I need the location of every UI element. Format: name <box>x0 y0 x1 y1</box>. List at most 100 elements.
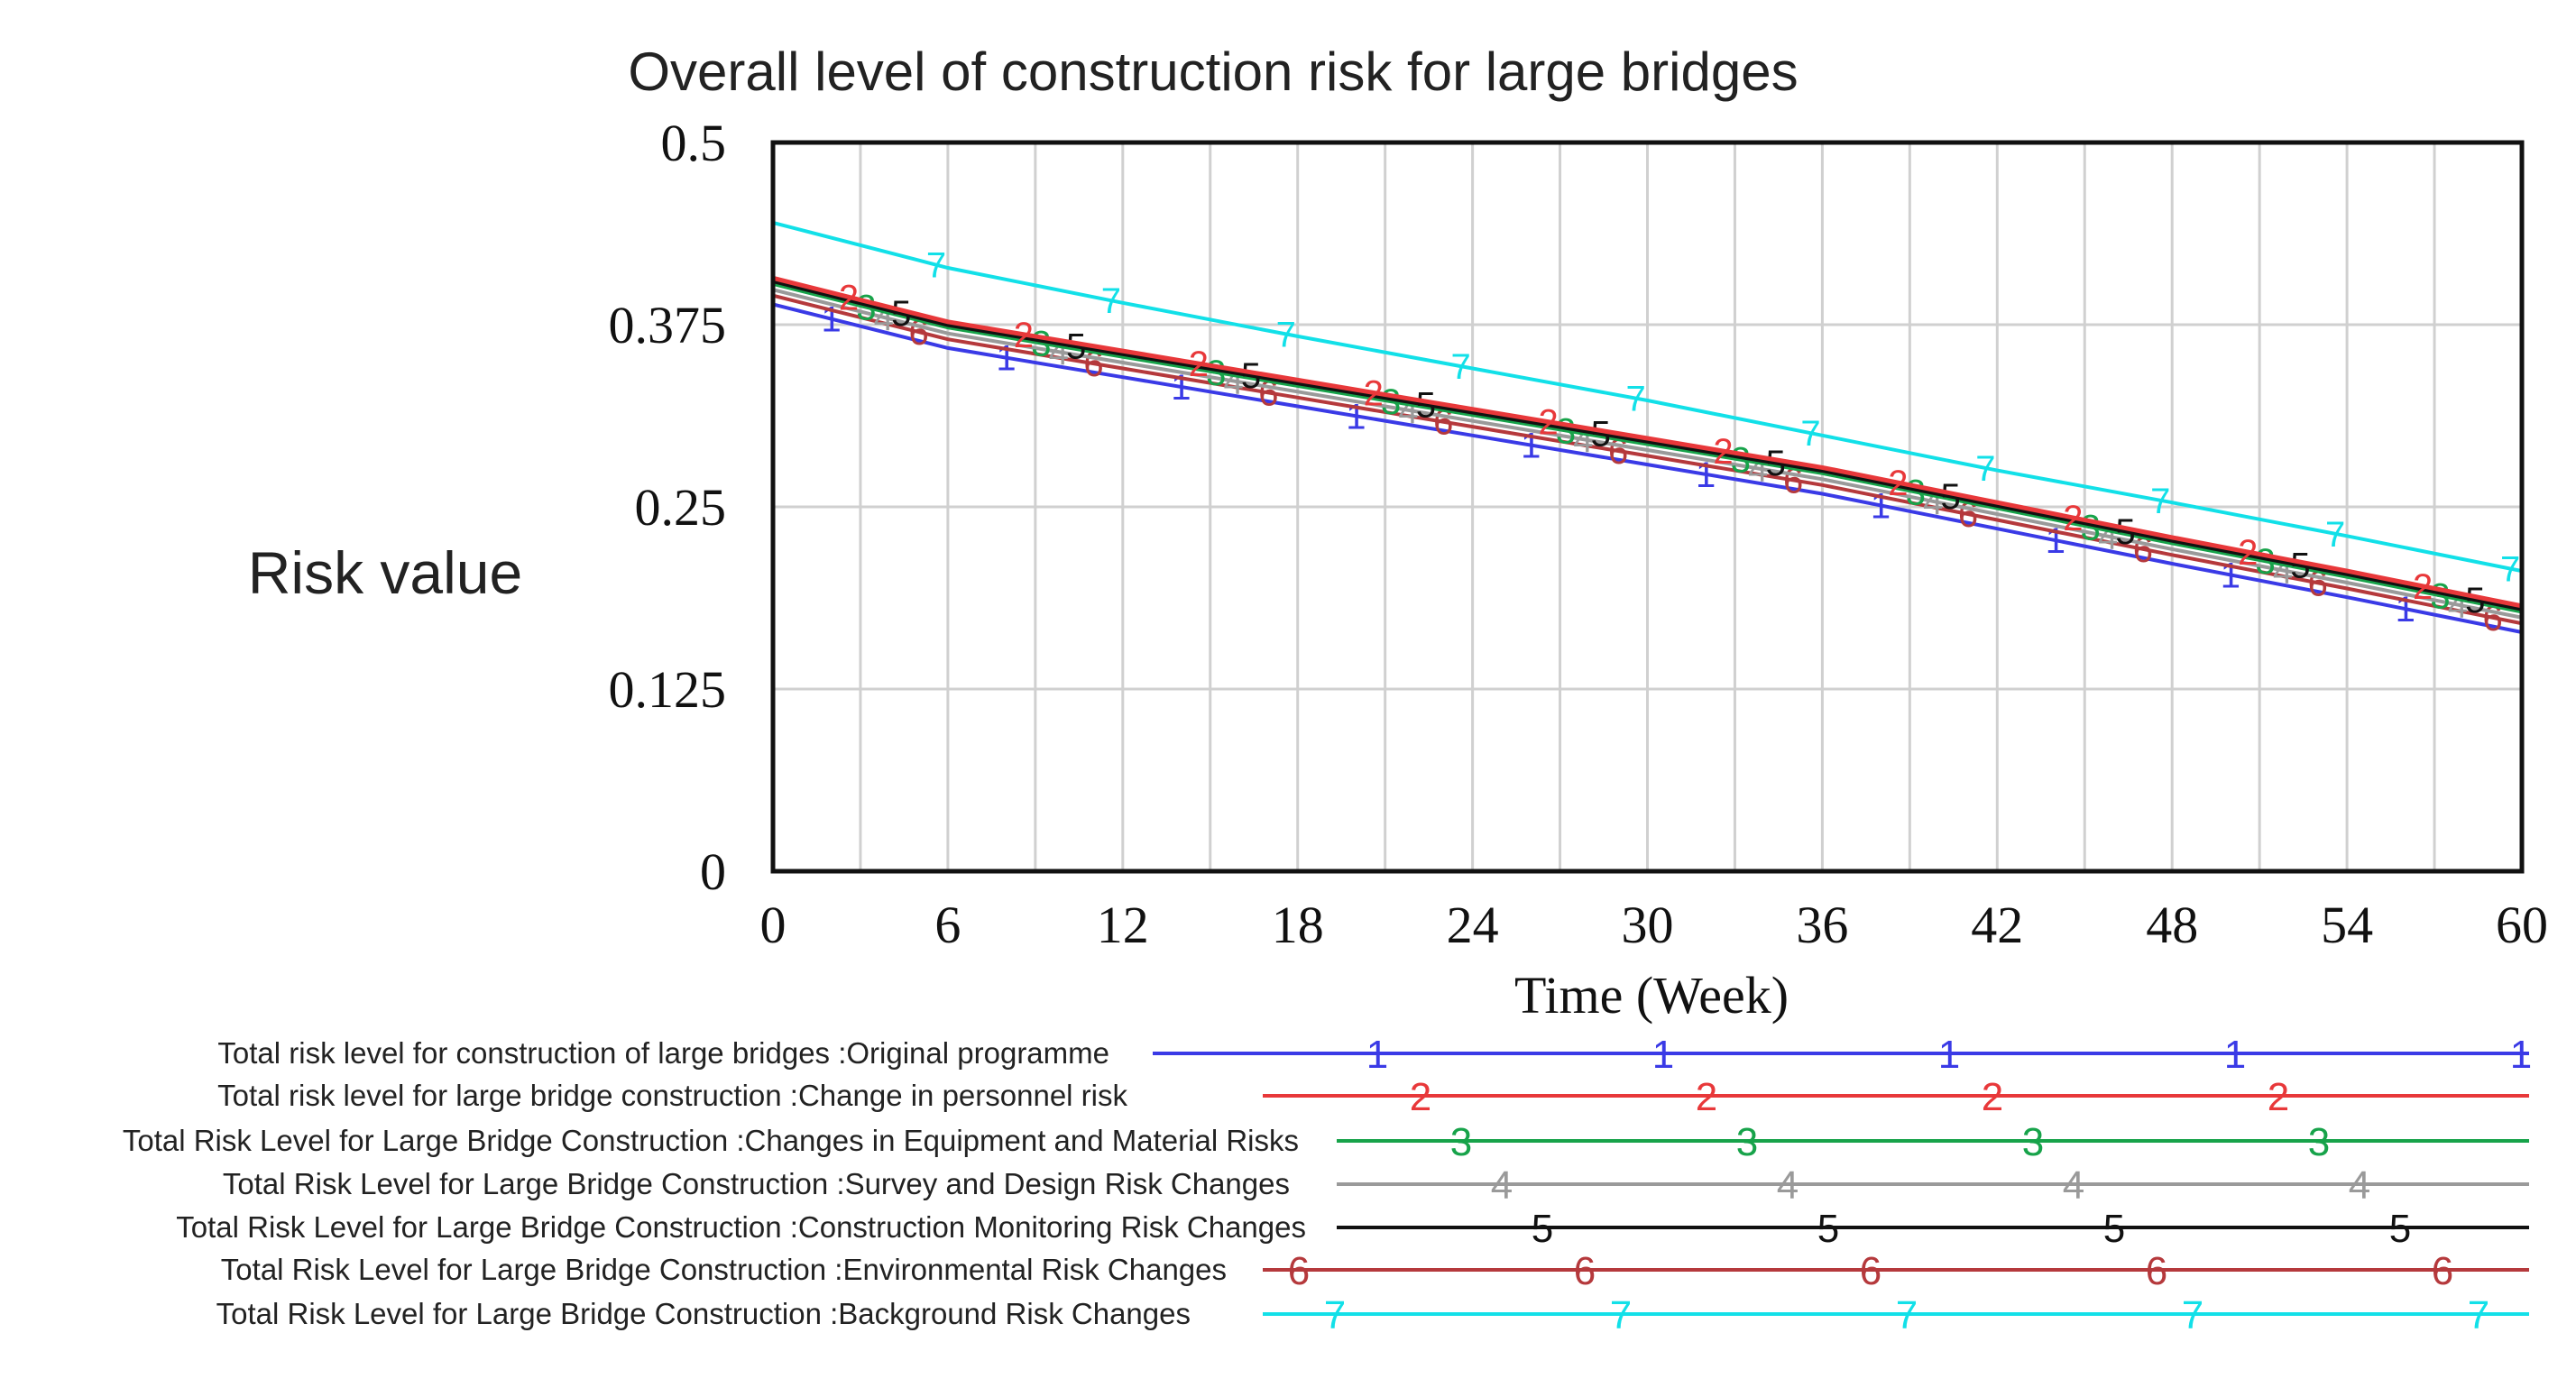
series-marker-5: 5 <box>2115 512 2135 552</box>
legend-marker-7: 7 <box>1324 1293 1346 1337</box>
legend-marker-3: 3 <box>2022 1120 2044 1164</box>
series-marker-7: 7 <box>1276 315 1296 354</box>
x-tick-label: 18 <box>1272 896 1324 954</box>
legend-marker-7: 7 <box>2182 1293 2203 1337</box>
x-tick-labels: 0 6 12 18 24 30 36 42 48 54 60 <box>760 896 2549 954</box>
x-tick-label: 0 <box>760 896 787 954</box>
series-marker-2: 2 <box>1364 373 1384 413</box>
legend-marker-2: 2 <box>1696 1075 1717 1119</box>
series-marker-6: 6 <box>1783 461 1803 501</box>
legend-marker-4: 4 <box>1777 1163 1799 1208</box>
x-tick-label: 24 <box>1447 896 1499 954</box>
series-marker-2: 2 <box>1189 345 1209 384</box>
legend-marker-1: 1 <box>2224 1033 2246 1077</box>
grid <box>773 142 2522 871</box>
legend-marker-1: 1 <box>2510 1033 2532 1077</box>
plot-frame <box>770 140 2525 874</box>
series-marker-7: 7 <box>1975 449 1995 489</box>
series-marker-5: 5 <box>891 294 911 334</box>
series-marker-5: 5 <box>1416 385 1436 425</box>
series-line-1 <box>772 302 2523 634</box>
legend-marker-6: 6 <box>2146 1249 2167 1293</box>
y-tick-label: 0.5 <box>661 114 727 172</box>
y-axis-label: Risk value <box>248 539 522 606</box>
series-marker-2: 2 <box>1713 432 1733 472</box>
x-tick-label: 48 <box>2146 896 2198 954</box>
y-tick-labels: 0 0.125 0.25 0.375 0.5 <box>609 114 727 901</box>
legend-marker-6: 6 <box>2432 1249 2453 1293</box>
series-marker-3: 3 <box>1556 411 1576 451</box>
legend: Total risk level for construction of lar… <box>123 1033 2532 1337</box>
series-marker-5: 5 <box>1766 444 1786 483</box>
legend-marker-1: 1 <box>1652 1033 1674 1077</box>
series-marker-5: 5 <box>2465 581 2485 620</box>
legend-marker-5: 5 <box>1532 1207 1553 1251</box>
x-tick-label: 6 <box>934 896 961 954</box>
legend-label-5: Total Risk Level for Large Bridge Constr… <box>176 1210 1306 1244</box>
legend-label-1: Total risk level for construction of lar… <box>217 1036 1109 1070</box>
legend-marker-7: 7 <box>1896 1293 1918 1337</box>
series-marker-5: 5 <box>1940 477 1960 517</box>
series-marker-2: 2 <box>2413 567 2433 607</box>
legend-marker-5: 5 <box>2389 1207 2411 1251</box>
legend-marker-6: 6 <box>1288 1249 1310 1293</box>
x-tick-label: 54 <box>2321 896 2373 954</box>
series-line-6 <box>772 293 2523 626</box>
series-marker-7: 7 <box>1625 380 1645 419</box>
series-marker-7: 7 <box>1451 347 1471 387</box>
series-marker-3: 3 <box>2081 508 2101 547</box>
y-tick-label: 0 <box>700 842 726 901</box>
series-marker-2: 2 <box>1888 464 1908 503</box>
series-marker-2: 2 <box>1014 316 1034 355</box>
series-line-3 <box>772 281 2523 614</box>
legend-marker-4: 4 <box>1491 1163 1513 1208</box>
series-marker-7: 7 <box>2150 482 2170 521</box>
x-tick-label: 60 <box>2496 896 2548 954</box>
series-line-5 <box>772 279 2523 611</box>
legend-marker-3: 3 <box>1450 1120 1472 1164</box>
series-marker-5: 5 <box>2290 546 2310 585</box>
series-marker-2: 2 <box>839 278 859 317</box>
series-marker-3: 3 <box>2255 542 2275 582</box>
legend-label-6: Total Risk Level for Large Bridge Constr… <box>221 1253 1227 1286</box>
series-line-4 <box>772 288 2523 620</box>
series-marker-5: 5 <box>1591 415 1611 455</box>
series-line-7 <box>772 220 2523 574</box>
legend-marker-2: 2 <box>1410 1075 1431 1119</box>
legend-marker-7: 7 <box>1610 1293 1632 1337</box>
legend-marker-6: 6 <box>1860 1249 1881 1293</box>
x-tick-label: 12 <box>1097 896 1149 954</box>
x-tick-label: 36 <box>1796 896 1848 954</box>
chart-title: Overall level of construction risk for l… <box>628 41 1798 102</box>
y-tick-label: 0.125 <box>609 660 727 719</box>
series-marker-7: 7 <box>1800 414 1820 454</box>
legend-marker-6: 6 <box>1574 1249 1596 1293</box>
series-marker-5: 5 <box>1241 356 1261 396</box>
series-marker-3: 3 <box>1206 354 1226 393</box>
series-marker-3: 3 <box>1031 324 1051 363</box>
legend-label-2: Total risk level for large bridge constr… <box>217 1079 1127 1112</box>
legend-marker-3: 3 <box>1736 1120 1758 1164</box>
series-marker-2: 2 <box>1538 403 1558 443</box>
legend-marker-1: 1 <box>1938 1033 1960 1077</box>
series-marker-2: 2 <box>2063 499 2083 538</box>
series-marker-2: 2 <box>2238 533 2258 573</box>
series-marker-3: 3 <box>1906 473 1926 513</box>
legend-marker-1: 1 <box>1366 1033 1388 1077</box>
legend-marker-4: 4 <box>2063 1163 2084 1208</box>
series-marker-7: 7 <box>926 246 946 286</box>
legend-label-3: Total Risk Level for Large Bridge Constr… <box>123 1124 1299 1157</box>
series-marker-7: 7 <box>1101 281 1121 321</box>
legend-label-7: Total Risk Level for Large Bridge Constr… <box>216 1297 1191 1330</box>
legend-marker-5: 5 <box>1817 1207 1839 1251</box>
legend-marker-7: 7 <box>2468 1293 2489 1337</box>
series-marker-3: 3 <box>1731 441 1751 481</box>
legend-marker-2: 2 <box>2268 1075 2289 1119</box>
legend-marker-5: 5 <box>2103 1207 2125 1251</box>
legend-marker-4: 4 <box>2349 1163 2370 1208</box>
legend-marker-3: 3 <box>2308 1120 2330 1164</box>
series-marker-5: 5 <box>1066 327 1086 367</box>
series-line-2 <box>772 275 2523 609</box>
series-marker-3: 3 <box>2430 576 2450 616</box>
